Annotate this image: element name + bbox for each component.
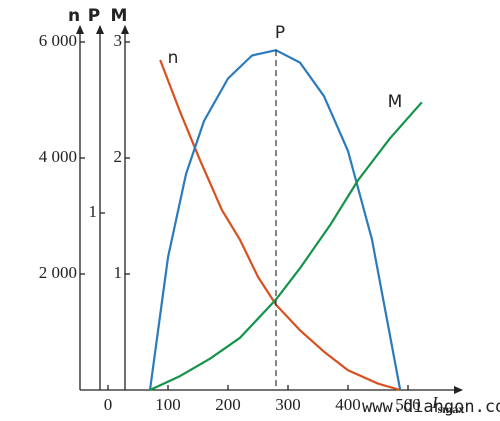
series-line bbox=[159, 59, 401, 392]
series-label: n bbox=[168, 48, 179, 68]
x-label-main: I bbox=[431, 393, 439, 412]
x-tick-label: 300 bbox=[275, 395, 301, 414]
y-axis-label: P bbox=[88, 6, 100, 26]
y-tick-label: 1 bbox=[114, 263, 123, 282]
x-tick-label: 100 bbox=[155, 395, 181, 414]
series-label: P bbox=[275, 23, 285, 43]
x-label: Ismax bbox=[431, 393, 464, 416]
series-label: M bbox=[388, 92, 403, 112]
y-axis-label: n bbox=[68, 6, 80, 26]
y-tick-label: 1 bbox=[89, 202, 98, 221]
y-tick-label: 2 000 bbox=[39, 263, 77, 282]
y-tick-label: 2 bbox=[114, 147, 123, 166]
watermark: www.diangon.com bbox=[362, 397, 500, 417]
x-tick-label: 0 bbox=[104, 395, 113, 414]
x-label-sub: smax bbox=[438, 402, 465, 416]
y-tick-label: 6 000 bbox=[39, 31, 77, 50]
x-tick-label: 500 bbox=[395, 395, 421, 414]
series-line bbox=[149, 101, 423, 391]
x-tick-label: 200 bbox=[215, 395, 241, 414]
x-tick-label: 400 bbox=[335, 395, 361, 414]
y-tick-label: 3 bbox=[114, 31, 123, 50]
y-axis-label: M bbox=[111, 6, 128, 26]
series-line bbox=[148, 49, 402, 391]
y-tick-label: 4 000 bbox=[39, 147, 77, 166]
